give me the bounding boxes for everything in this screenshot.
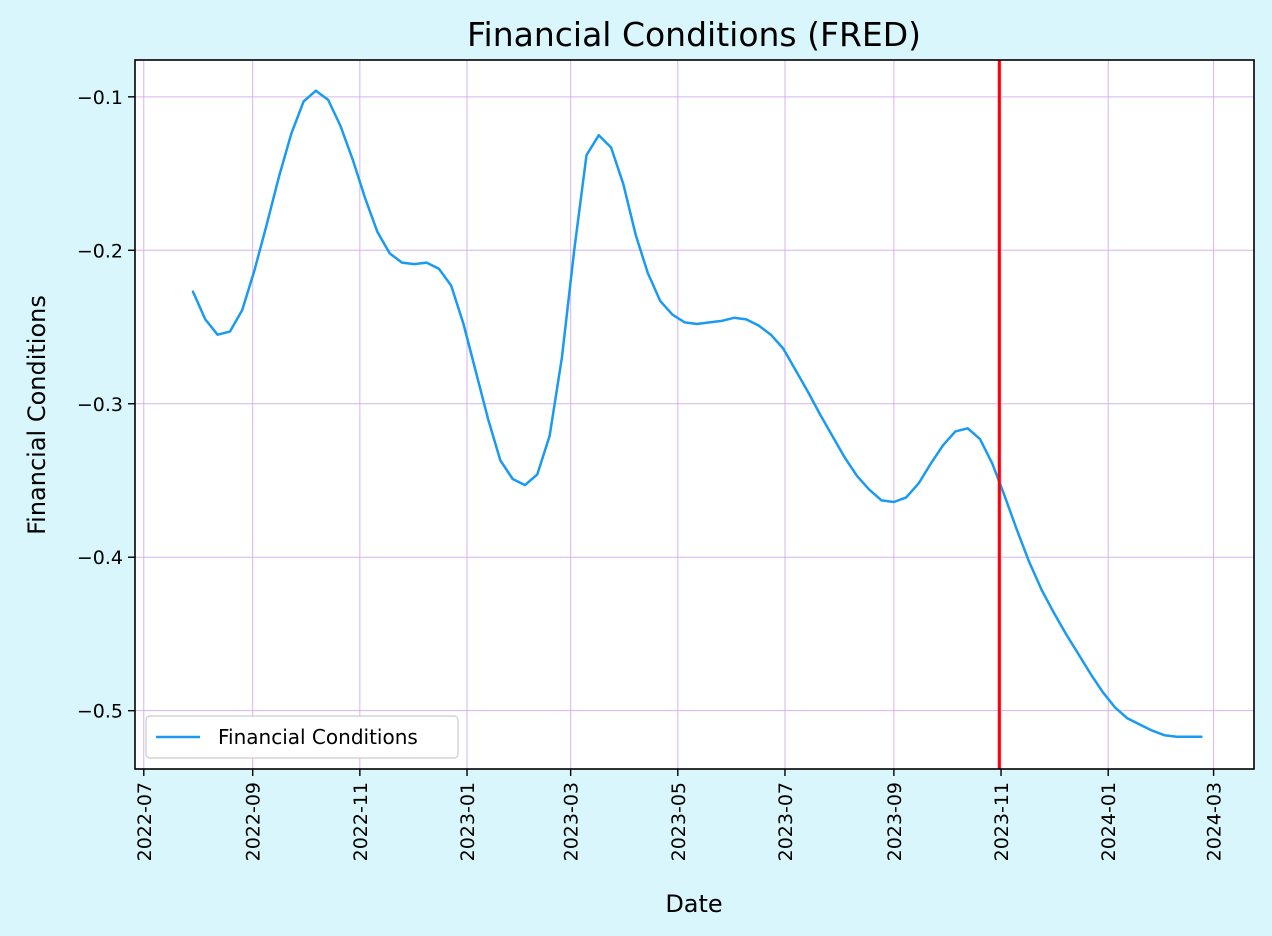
x-axis-label: Date (665, 890, 722, 918)
chart-title: Financial Conditions (FRED) (467, 15, 921, 54)
x-tick-label: 2023-05 (668, 782, 690, 861)
y-axis-label: Financial Conditions (23, 295, 51, 535)
x-tick-label: 2022-09 (243, 782, 265, 861)
x-tick-label: 2022-11 (350, 782, 372, 861)
y-tick-label: −0.5 (77, 701, 123, 723)
x-tick-label: 2024-03 (1204, 782, 1226, 861)
x-tick-label: 2023-07 (775, 782, 797, 861)
y-tick-label: −0.3 (77, 394, 123, 416)
series-line-financial-conditions (191, 89, 1203, 739)
y-tick-label: −0.1 (77, 87, 123, 109)
plot-area (135, 60, 1254, 769)
y-tick-label: −0.2 (77, 240, 123, 262)
x-axis-ticks: 2022-07 2022-09 2022-11 2023-01 2023-03 2023-… (134, 769, 1226, 861)
legend-label: Financial Conditions (218, 725, 418, 749)
x-tick-label: 2023-09 (884, 782, 906, 861)
x-tick-label: 2023-11 (991, 782, 1013, 861)
legend-box (145, 715, 459, 759)
x-tick-label: 2023-01 (457, 782, 479, 861)
x-tick-label: 2022-07 (134, 782, 156, 861)
x-tick-label: 2023-03 (561, 782, 583, 861)
plot-frame (134, 59, 1255, 770)
y-axis-ticks: −0.1 −0.2 −0.3 −0.4 −0.5 (77, 87, 135, 723)
series-layer (191, 89, 1203, 739)
x-tick-label: 2024-01 (1098, 782, 1120, 861)
legend: Financial Conditions (145, 715, 459, 759)
y-tick-label: −0.4 (77, 547, 123, 569)
